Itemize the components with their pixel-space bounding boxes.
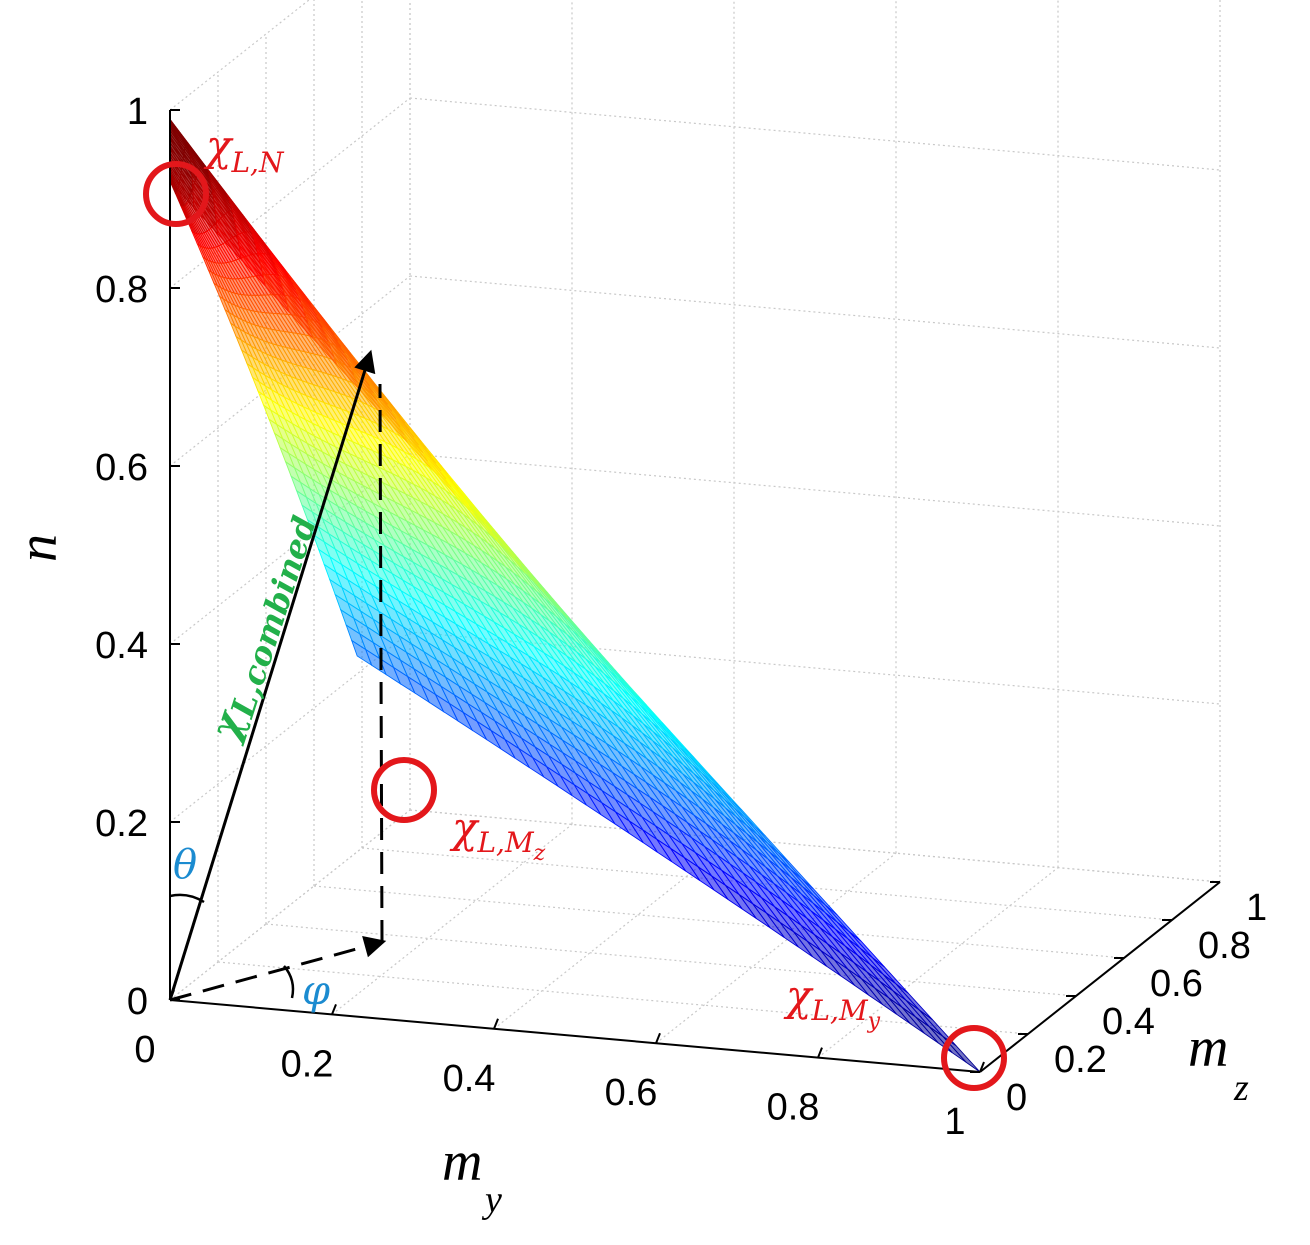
y-tick-label: 0.6 [1150, 963, 1203, 1005]
chi-combined-sub: L,combined [223, 512, 324, 723]
svg-text:χL,N: χL,N [203, 121, 285, 179]
chi-LMy-main: χ [783, 971, 814, 1020]
projection-arrow [169, 936, 387, 1002]
label-chi-LMy: χL,My [783, 971, 881, 1034]
interaction-surface [169, 118, 981, 1073]
grid-line [409, 809, 1221, 883]
grid-line [409, 453, 1221, 527]
z-axis-title-text: n [7, 534, 69, 562]
svg-text:χL,Mz: χL,Mz [449, 803, 546, 866]
x-tick-label: 0.6 [605, 1072, 658, 1114]
x-tick-label: 0.8 [767, 1087, 820, 1129]
x-axis-title: m y [442, 1131, 502, 1221]
x-tick-label: 0.2 [281, 1043, 334, 1085]
z-tick-label: 0.8 [95, 269, 148, 311]
phi-arc [283, 965, 295, 999]
x-axis-title-subscript: y [481, 1179, 502, 1221]
y-axis-title-subscript: z [1233, 1067, 1249, 1109]
z-tick-label: 1 [127, 91, 148, 133]
x-tick-mark [979, 1061, 985, 1073]
theta-label: θ [173, 842, 197, 888]
marker-axial [143, 161, 209, 227]
chi-LMz-main: χ [449, 803, 480, 852]
y-axis-line [979, 881, 1221, 1073]
grid-line [217, 961, 1029, 1035]
y-tick-label: 0.4 [1102, 1001, 1155, 1043]
combined-vector-arrow [168, 349, 376, 1001]
grid-line [169, 0, 310, 111]
theta-arc [169, 893, 205, 904]
phi-label: φ [302, 968, 330, 1014]
chi-LMy-sub: L,M [810, 994, 868, 1027]
grid-line [817, 867, 1059, 1059]
y-tick-label: 0.8 [1198, 925, 1251, 967]
combined-vector-construction [168, 349, 387, 1002]
grid-line [655, 852, 897, 1044]
y-tick-label: 1 [1246, 887, 1267, 929]
chi-LMz-subsub: z [533, 841, 546, 866]
chi-LN-main: χ [203, 121, 234, 170]
x-tick-mark [331, 1004, 337, 1015]
x-tick-label: 1 [944, 1101, 965, 1143]
chi-LN-sub: L,N [230, 146, 284, 179]
y-axis-title: m z [1188, 1017, 1249, 1109]
svg-text:χL,My: χL,My [783, 971, 881, 1034]
grid-line [331, 823, 573, 1015]
grid-line [265, 923, 1077, 997]
axes: 00.20.40.60.810 0.2 0.4 0.6 0.8 100.20.40.60.… [95, 91, 1267, 1143]
z-axis-title: n [7, 534, 69, 562]
grid-line [409, 97, 1221, 171]
svg-text:χL,combined: χL,combined [200, 507, 324, 750]
y-tick-label: 0 [1006, 1077, 1027, 1119]
grid-line [169, 809, 411, 1001]
chi-LMy-subsub: y [867, 1009, 881, 1034]
y-axis-title-text: m [1188, 1017, 1228, 1079]
z-tick-label: 0.2 [95, 803, 148, 845]
grid-line [409, 275, 1221, 349]
grid-lines [169, 0, 1221, 1073]
x-tick-label: 0 [134, 1029, 155, 1071]
label-chi-combined: χL,combined [200, 507, 324, 750]
corner-markers [143, 161, 1007, 1091]
x-tick-mark [493, 1018, 499, 1030]
x-axis-title-text: m [442, 1131, 482, 1193]
z-tick-label: 0.6 [95, 447, 148, 489]
grid-line [313, 885, 1125, 959]
label-chi-LN: χL,N [203, 121, 285, 179]
label-chi-LMz: χL,Mz [449, 803, 546, 866]
x-tick-mark [817, 1047, 823, 1058]
marker-mz [371, 757, 437, 823]
marker-my [941, 1025, 1007, 1091]
chi-LMz-sub: L,M [476, 826, 534, 859]
vertical-projection-line [378, 383, 384, 943]
z-tick-label: 0.4 [95, 625, 148, 667]
z-tick-label: 0 [127, 981, 148, 1023]
x-tick-mark [655, 1032, 661, 1044]
x-axis-line [169, 999, 981, 1073]
x-tick-label: 0.4 [443, 1058, 496, 1100]
grid-line [169, 275, 411, 467]
y-tick-label: 0.2 [1054, 1039, 1107, 1081]
